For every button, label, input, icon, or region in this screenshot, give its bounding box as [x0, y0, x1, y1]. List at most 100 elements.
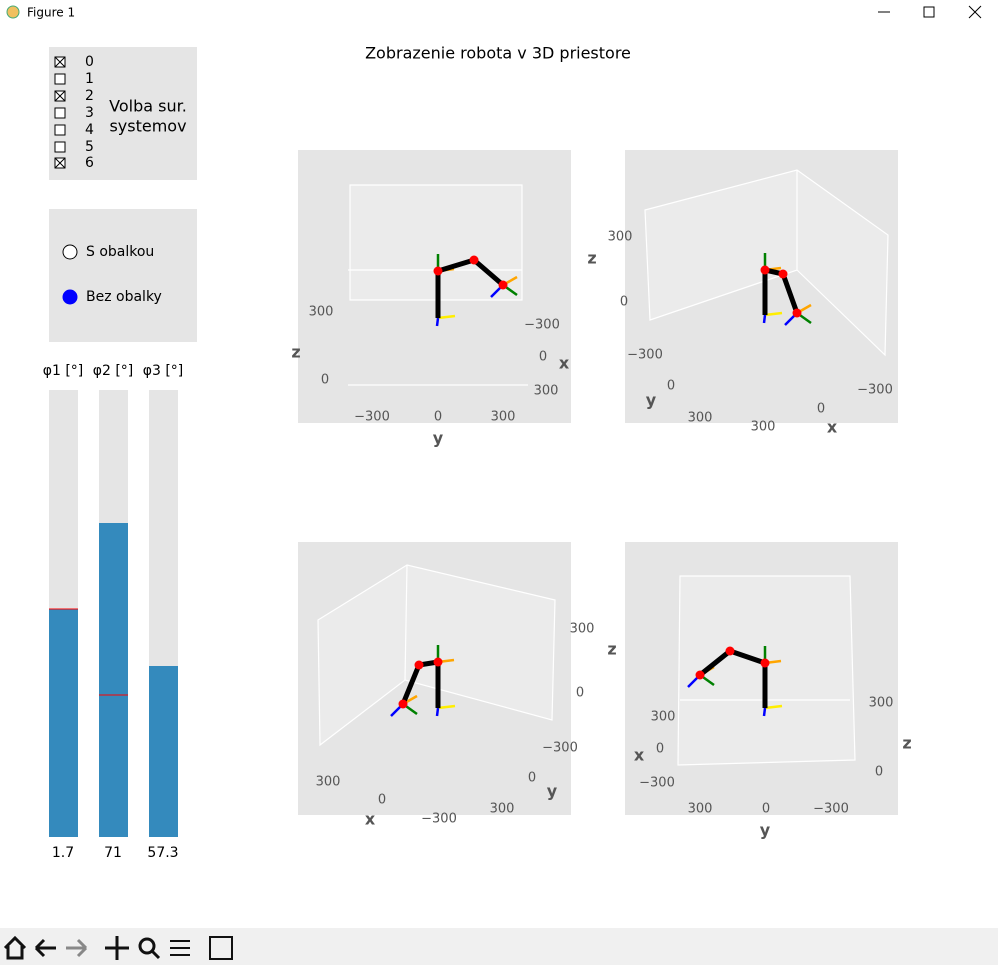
tick-label: 300 — [570, 622, 595, 637]
maximize-button[interactable] — [923, 6, 935, 18]
robot-joint — [433, 657, 443, 667]
tick-label: −300 — [542, 741, 578, 756]
checkbox-label: 6 — [85, 155, 94, 171]
slider-fill — [99, 523, 128, 837]
tick-label: 300 — [309, 305, 334, 320]
tick-label: 300 — [316, 775, 341, 790]
robot-joint — [498, 280, 508, 290]
slider-label: φ3 [°] — [143, 363, 184, 379]
tick-label: 0 — [528, 771, 536, 786]
tick-label: 300 — [688, 802, 713, 817]
frame-axis — [762, 314, 767, 324]
tick-label: 300 — [534, 384, 559, 399]
app-icon — [6, 5, 20, 19]
window-title: Figure 1 — [27, 6, 75, 20]
axis-label: x — [365, 810, 376, 829]
robot-joint — [760, 658, 770, 668]
checkbox-check — [54, 90, 66, 102]
radio-label: S obalkou — [86, 244, 154, 260]
tick-label: −300 — [857, 383, 893, 398]
checkbox[interactable] — [54, 73, 66, 85]
radio-button[interactable] — [62, 244, 78, 260]
checkbox[interactable] — [54, 124, 66, 136]
robot-arm — [762, 267, 800, 315]
figure-title: Zobrazenie robota v 3D priestore — [365, 44, 631, 63]
tick-label: −300 — [354, 410, 390, 425]
axis-label: z — [607, 640, 616, 659]
checkbox-label: 5 — [85, 139, 94, 155]
robot-joint — [760, 265, 770, 275]
frame-axis — [764, 311, 783, 317]
checkbox[interactable] — [54, 107, 66, 119]
tick-label: 0 — [817, 402, 825, 417]
axis-label: x — [827, 418, 838, 437]
tick-label: 0 — [434, 410, 442, 425]
tick-label: 300 — [490, 802, 515, 817]
checkbox-title: systemov — [109, 117, 186, 136]
robot-joint — [414, 660, 424, 670]
sliders — [49, 390, 178, 837]
toolbar — [0, 928, 998, 965]
tick-label: 0 — [539, 350, 547, 365]
tick-label: 0 — [762, 802, 770, 817]
close-button[interactable] — [968, 5, 982, 19]
tick-label: 0 — [378, 793, 386, 808]
plot-pane — [317, 564, 556, 747]
tick-label: 300 — [751, 420, 776, 435]
plot-3d: z x y z 300 0 −300 300 0 −300 300 0 — [607, 542, 912, 840]
robot-arm — [435, 257, 505, 318]
save-button[interactable] — [209, 936, 233, 960]
axis-label: z — [902, 734, 911, 753]
tick-label: −300 — [813, 802, 849, 817]
checkbox-label: 0 — [85, 54, 94, 70]
tick-label: 300 — [688, 411, 713, 426]
tick-label: 0 — [620, 295, 628, 310]
axis-label: y — [760, 821, 771, 840]
robot-arm — [400, 659, 441, 708]
frame-axis — [437, 704, 456, 710]
robot-arm — [698, 648, 768, 708]
axis-label: y — [433, 429, 444, 448]
tick-label: 300 — [608, 230, 633, 245]
slider-value: 1.7 — [52, 845, 74, 861]
frame-axis — [764, 704, 783, 710]
tick-label: 0 — [875, 765, 883, 780]
tick-label: 0 — [576, 686, 584, 701]
axis-label: z — [291, 343, 300, 362]
pan-button[interactable] — [105, 936, 129, 960]
radio-label: Bez obalky — [86, 289, 162, 305]
zoom-button[interactable] — [138, 937, 156, 955]
checkbox-check — [54, 56, 66, 68]
checkbox-label: 2 — [85, 88, 94, 104]
checkbox-check — [54, 157, 66, 169]
radio-panel — [49, 209, 197, 342]
plot-3d: x y 300 0 −300 300 0 −300 0 300 — [298, 542, 594, 829]
axis-label: y — [646, 391, 657, 410]
tick-label: 0 — [321, 373, 329, 388]
robot-joint — [778, 269, 788, 279]
plot-3d: z y x 300 0 −300 0 300 300 0 −300 — [587, 150, 898, 437]
checkbox-title: Volba sur. — [109, 97, 187, 116]
robot-joint — [725, 646, 735, 656]
axis-label: x — [559, 354, 570, 373]
home-button[interactable] — [3, 935, 27, 960]
configure-button[interactable] — [170, 940, 190, 956]
frame-axis — [762, 707, 767, 717]
axis-label: y — [547, 782, 558, 801]
robot-joint — [695, 670, 705, 680]
robot-joint — [469, 255, 479, 265]
tick-label: 300 — [491, 410, 516, 425]
radio-button[interactable] — [62, 289, 78, 305]
axis-label: z — [587, 249, 596, 268]
back-button[interactable] — [34, 938, 56, 958]
checkbox[interactable] — [54, 141, 66, 153]
frame-axis — [435, 317, 440, 327]
frame-axis — [437, 314, 456, 320]
plot-pane — [644, 169, 889, 357]
tick-label: 300 — [651, 710, 676, 725]
robot-joint — [792, 308, 802, 318]
forward-button[interactable] — [66, 938, 88, 958]
